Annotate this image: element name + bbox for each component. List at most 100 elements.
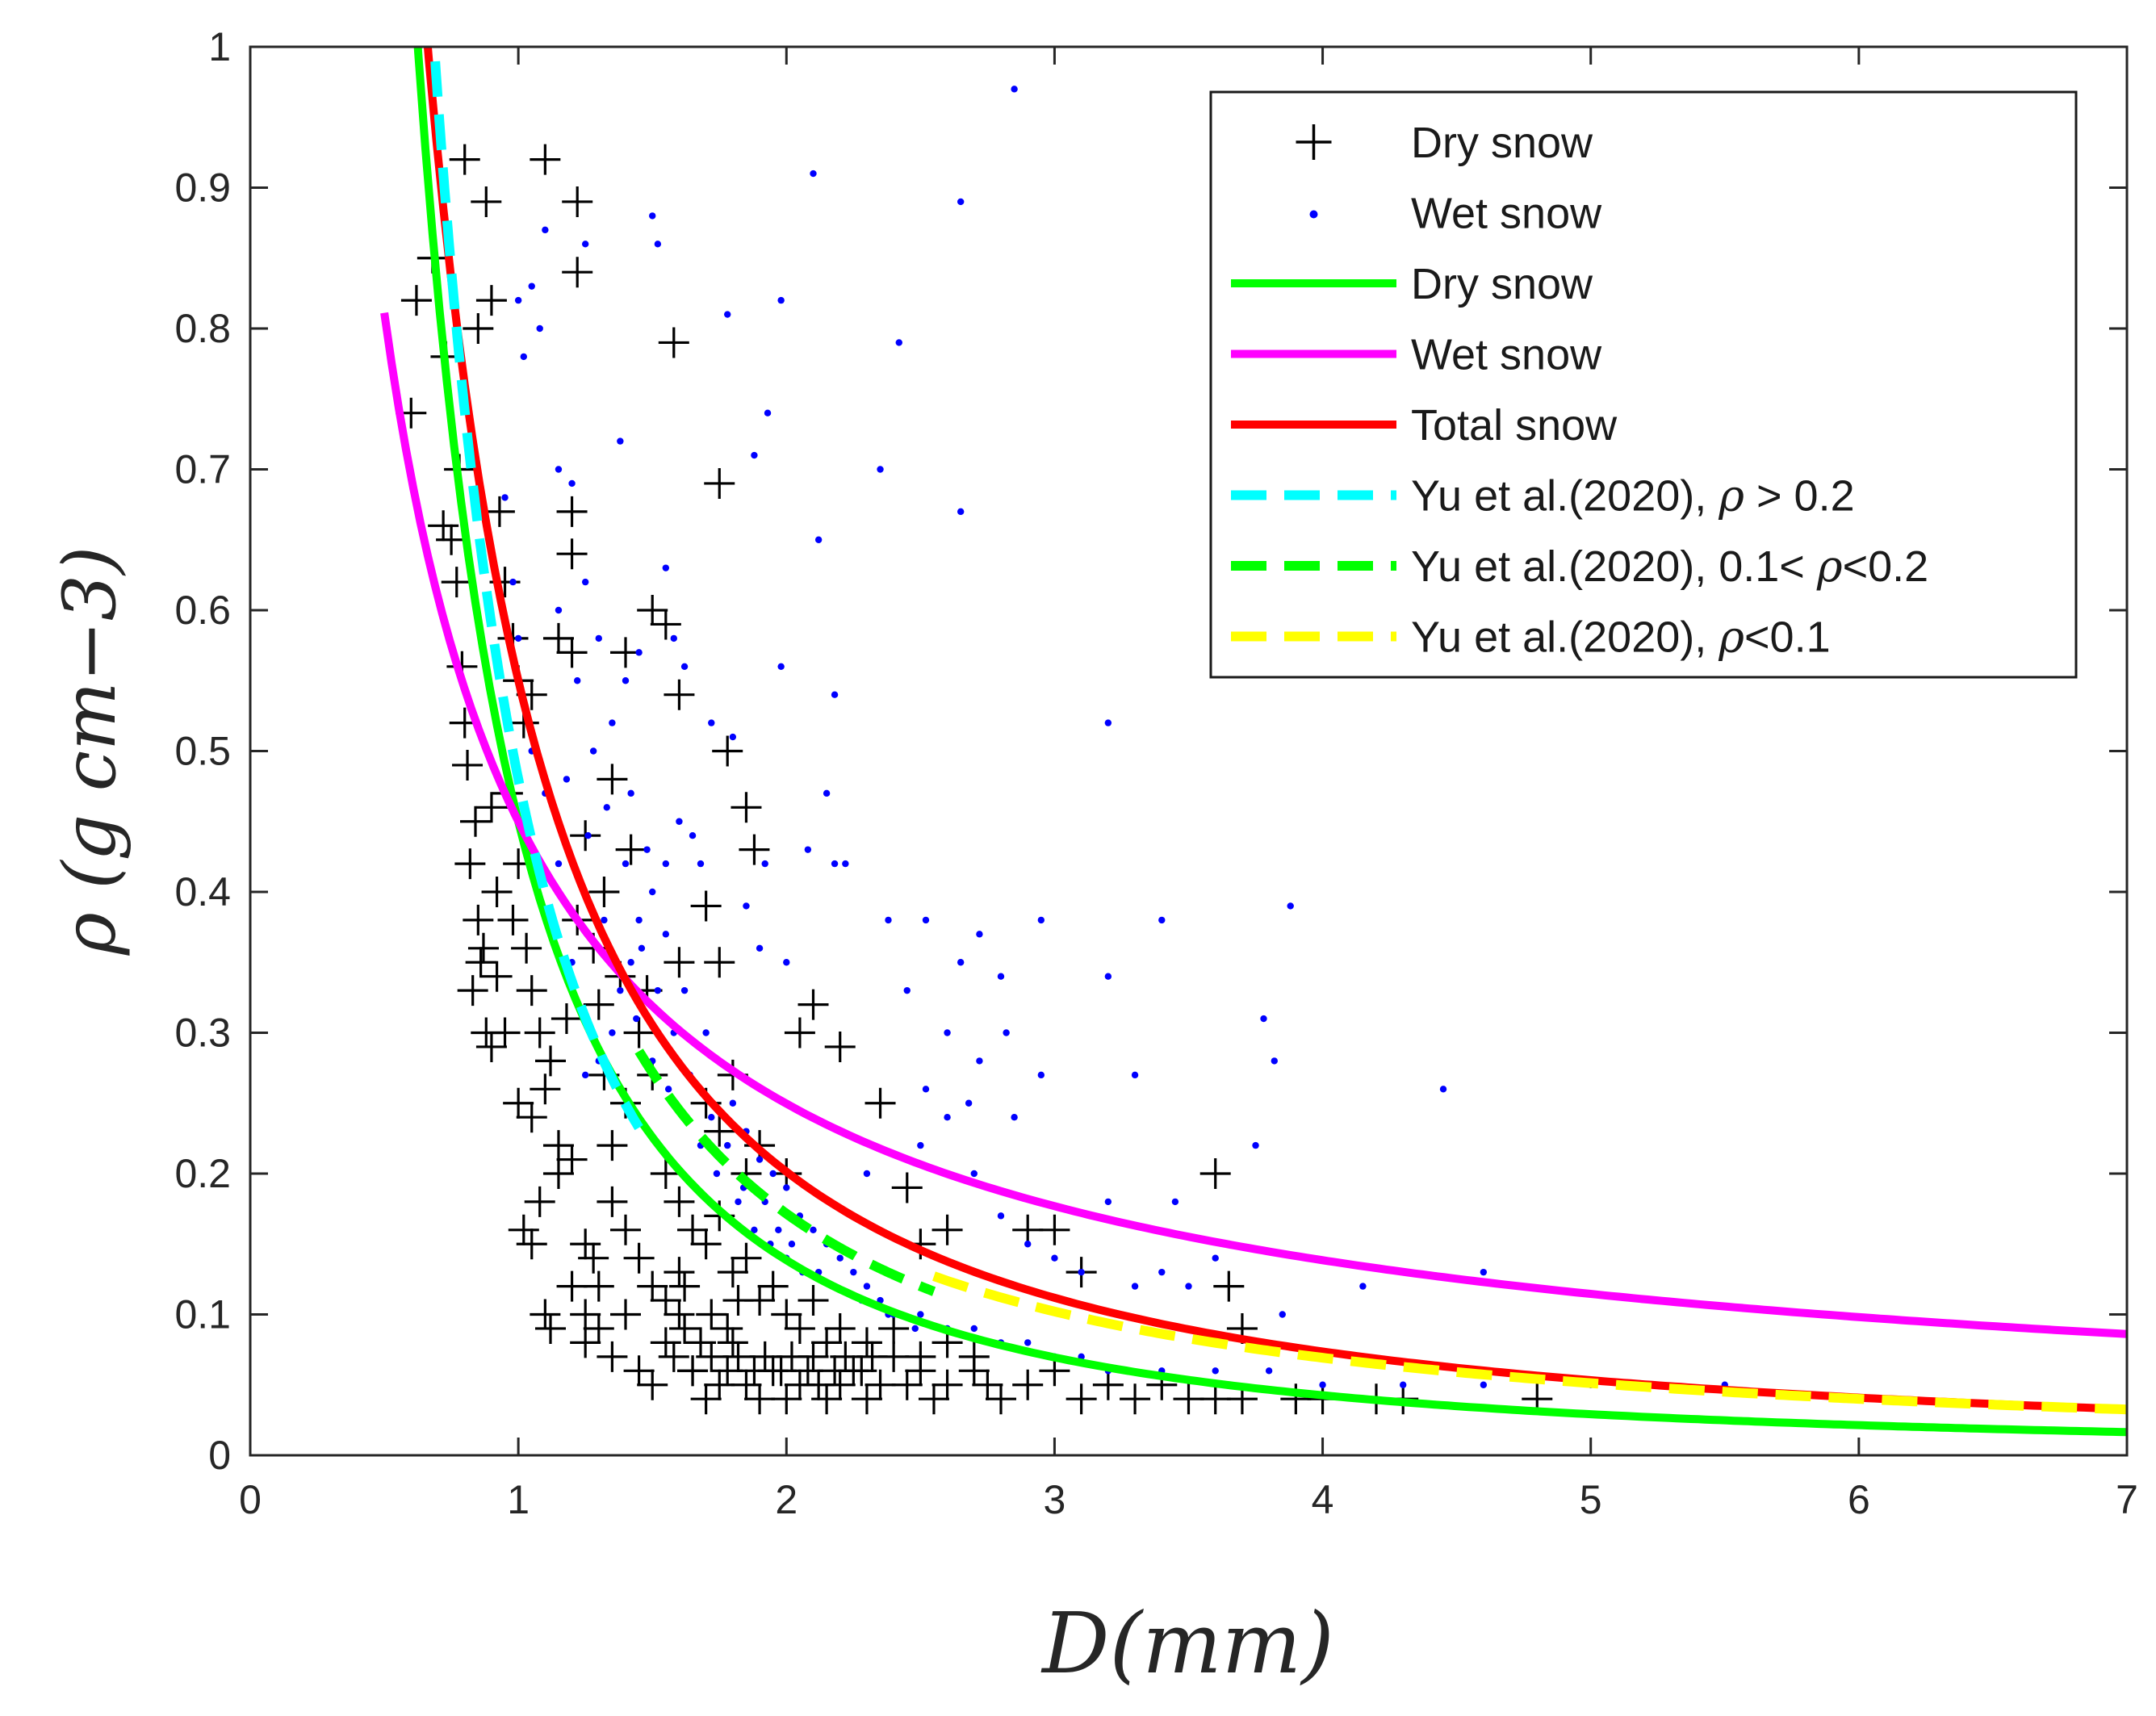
wet-snow-point [810,1226,817,1234]
dry-snow-point [588,877,620,907]
wet-snow-point [1400,1381,1407,1388]
wet-snow-point [1104,1198,1112,1206]
wet-snow-point [756,1156,764,1163]
dry-snow-point [824,1031,856,1062]
wet-snow-point [775,1226,782,1234]
dry-snow-point [771,1383,802,1415]
dry-snow-point [669,1270,701,1302]
dry-snow-point [664,679,695,710]
wet-snow-point [1287,902,1294,910]
dry-snow-point [484,496,515,527]
wet-snow-point [670,634,677,642]
wet-snow-point [863,1283,871,1290]
dry-snow-point [749,1341,781,1372]
y-tick-label: 0.7 [174,447,231,492]
fit-line [430,61,643,1132]
dry-snow-point [530,1299,561,1330]
wet-snow-point [689,832,697,839]
dry-snow-point [722,1341,754,1372]
dry-snow-point [535,1045,566,1077]
wet-snow-point [957,198,965,206]
wet-snow-point [713,1170,721,1178]
dry-snow-point [739,834,770,865]
dry-snow-point [497,904,529,935]
wet-snow-point [654,241,662,248]
wet-snow-point [810,170,817,178]
wet-snow-point [1024,1339,1032,1346]
wet-snow-point [662,564,670,571]
dry-snow-point [677,1355,709,1387]
dry-snow-point [824,1312,856,1344]
wet-snow-point [1439,1086,1447,1093]
wet-snow-point [520,353,527,361]
wet-snow-point [917,1141,924,1149]
wet-snow-point [735,1198,742,1206]
legend-label: Dry snow [1411,119,1593,167]
dry-snow-point [556,1144,588,1175]
wet-snow-point [831,691,839,698]
wet-snow-point [1265,1367,1273,1375]
dry-snow-point [583,1312,614,1344]
wet-snow-point [764,409,772,416]
dry-snow-point [931,1369,963,1400]
x-axis-title: D(mm) [1040,1594,1334,1693]
wet-snow-point [917,1311,924,1318]
wet-snow-point [751,1226,758,1234]
dry-snow-point [717,1327,748,1358]
dry-snow-point [457,975,488,1007]
dry-snow-point [931,1214,963,1245]
dry-snow-point [441,567,472,598]
wet-snow-point [643,846,651,853]
dry-snow-point [570,1327,601,1358]
wet-snow-point [1158,916,1166,924]
dry-snow-point [664,1186,695,1217]
dry-snow-point [798,989,829,1020]
y-tick-label: 0.6 [174,588,231,633]
dry-snow-point [696,1299,727,1330]
dry-snow-point [803,1369,835,1400]
wet-snow-point [911,1325,919,1333]
dry-snow-point [1213,1270,1245,1302]
wet-snow-point [1212,1254,1219,1262]
wet-snow-point [662,931,670,938]
wet-snow-point [1024,1241,1032,1248]
dry-snow-point [918,1383,949,1415]
y-tick-label: 0.5 [174,729,231,774]
tick-labels: 0 1 2 3 4 5 6 7 0 0.1 0.2 0.3 0.4 0.5 0.6 0.7 0.8 0.9 1 [174,24,2137,1522]
plot-frame [249,45,2129,1457]
wet-snow-point [676,818,683,825]
wet-snow-point [542,226,549,234]
dry-snow-point [771,1299,802,1330]
dry-snow-point [530,1074,561,1105]
dry-snow-point [400,285,432,316]
dry-snow-point [811,1327,843,1358]
wet-snow-point [514,634,522,642]
dry-snow-point [731,1242,762,1274]
wet-snow-point [622,677,630,684]
dry-snow-point [1065,1383,1097,1415]
wet-snow-point [944,1029,951,1036]
dry-snow-point [637,595,668,626]
wet-snow-point [617,437,624,445]
dry-snow-point [1199,1383,1231,1415]
dry-snow-point [650,609,681,640]
dry-snow-point [669,1312,701,1344]
legend-marker [1309,210,1318,219]
wet-snow-point [729,1099,737,1107]
dry-snow-point [489,1017,521,1048]
dry-snow-point [685,1327,716,1358]
dry-snow-point [1092,1369,1124,1400]
wet-snow-point [970,1325,978,1333]
dry-snow-point [637,1369,668,1400]
dry-snow-point [475,285,507,316]
dry-snow-point [830,1341,861,1372]
dry-snow-point [690,1383,722,1415]
wet-snow-point [751,451,758,459]
dry-snow-point [1039,1214,1070,1245]
x-tick-label: 5 [1580,1477,1602,1522]
dry-snow-point [704,1369,735,1400]
dry-snow-point [508,1214,539,1245]
x-tick-label: 1 [507,1477,530,1522]
wet-snow-point [850,1268,857,1276]
